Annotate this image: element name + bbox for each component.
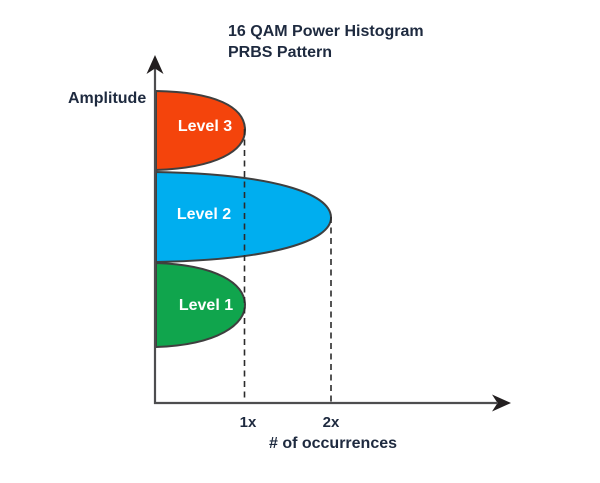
y-axis-arrow-icon [146, 55, 164, 74]
title-line-2: PRBS Pattern [228, 44, 332, 61]
y-axis-label: Amplitude [68, 90, 146, 107]
histogram-lobes [155, 90, 333, 348]
level-3-label: Level 3 [178, 118, 232, 135]
x-axis-arrow-icon [492, 394, 511, 412]
x-axis: 1x 2x # of occurrences [154, 394, 511, 452]
y-axis: Amplitude [68, 55, 164, 404]
figure-title: 16 QAM Power Histogram PRBS Pattern [228, 23, 424, 61]
guide-lines [243, 129, 332, 402]
x-tick-2x: 2x [323, 414, 340, 431]
level-1-label: Level 1 [179, 297, 233, 314]
level-1-lobe [155, 262, 247, 348]
level-labels: Level 3 Level 2 Level 1 [177, 118, 233, 314]
x-axis-label: # of occurrences [269, 435, 397, 452]
level-2-label: Level 2 [177, 206, 231, 223]
title-line-1: 16 QAM Power Histogram [228, 23, 424, 40]
x-tick-1x: 1x [240, 414, 257, 431]
